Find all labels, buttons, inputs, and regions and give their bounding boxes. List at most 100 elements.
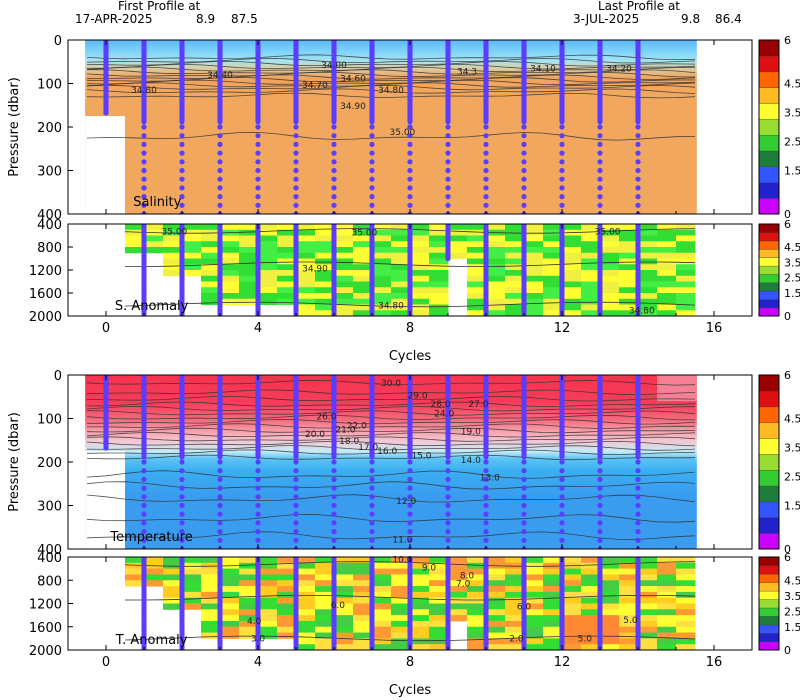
- anomaly-cell: [543, 597, 563, 604]
- anomaly-cell: [239, 258, 259, 265]
- anomaly-cell: [220, 597, 240, 604]
- anomaly-cell: [277, 557, 297, 564]
- profile-dot: [445, 529, 451, 535]
- panel-temperature: 30.0 29.028.0 27.0 26.0 24.0 22.021.0 20.0 18.0…: [7, 369, 800, 558]
- anomaly-cell: [676, 229, 696, 236]
- contour-label: 16.0: [377, 447, 397, 457]
- colorbar-segment: [758, 469, 780, 487]
- salinity-field: [85, 40, 752, 214]
- anomaly-cell: [239, 252, 259, 259]
- anomaly-cell: [201, 632, 221, 639]
- anomaly-cell: [467, 310, 487, 316]
- profile-dot: [483, 133, 489, 139]
- anomaly-cell: [676, 568, 696, 575]
- contour-label: 34.3: [457, 67, 477, 77]
- contour-line: [86, 454, 696, 461]
- contour-line: [86, 436, 696, 442]
- anomaly-cell: [467, 293, 487, 300]
- anomaly-cell: [296, 281, 316, 288]
- anomaly-cell: [315, 632, 335, 639]
- anomaly-cell: [220, 224, 240, 231]
- anomaly-cell: [372, 615, 392, 622]
- anomaly-cell: [296, 252, 316, 259]
- y-tick-label: 400: [37, 218, 62, 233]
- anomaly-cell: [524, 638, 544, 645]
- anomaly-cell: [657, 626, 677, 634]
- anomaly-cell: [277, 293, 297, 300]
- profile-dot: [331, 176, 337, 182]
- anomaly-cell: [676, 562, 696, 570]
- colorbar-segment: [758, 565, 780, 575]
- y-tick-label: 400: [37, 208, 62, 223]
- anomaly-cell: [144, 247, 164, 254]
- anomaly-cell: [353, 235, 373, 242]
- anomaly-cell: [258, 597, 278, 604]
- x-tick-label: 4: [254, 655, 262, 670]
- contour-label: 7.0: [456, 580, 471, 590]
- anomaly-cell: [258, 562, 278, 570]
- anomaly-cell: [239, 557, 259, 564]
- profile-dot: [369, 176, 375, 182]
- profile-dot: [635, 494, 641, 500]
- anomaly-cell: [163, 568, 183, 575]
- profile-dot: [445, 185, 451, 191]
- anomaly-cell: [144, 224, 164, 231]
- anomaly-cell: [505, 304, 525, 311]
- profile-dot: [559, 167, 565, 174]
- contour-line: [86, 494, 696, 503]
- profile-dot: [255, 476, 261, 482]
- anomaly-cell: [429, 568, 449, 575]
- contour-line: [86, 88, 696, 94]
- anomaly-cell: [125, 568, 145, 575]
- anomaly-cell: [429, 229, 449, 236]
- anomaly-cell: [277, 597, 297, 604]
- anomaly-cell: [524, 247, 544, 254]
- profile-dot: [597, 511, 603, 517]
- x-tick-label: 0: [102, 321, 110, 336]
- profile-dot: [179, 529, 185, 535]
- profile-dot: [635, 150, 641, 156]
- profile-dot: [635, 454, 641, 460]
- anomaly-cell: [619, 247, 639, 254]
- anomaly-cell: [638, 247, 658, 254]
- contour-line: [86, 449, 696, 456]
- profile-dot: [521, 485, 527, 491]
- anomaly-cell: [676, 264, 696, 271]
- contour-label: 35.00: [352, 229, 378, 239]
- anomaly-cell: [581, 235, 601, 242]
- colorbar-frame: [758, 374, 780, 550]
- anomaly-cell: [524, 586, 544, 593]
- profile-dot: [635, 511, 641, 517]
- anomaly-cell: [315, 591, 335, 599]
- profile-dot: [179, 176, 185, 182]
- anomaly-cell: [334, 224, 354, 231]
- anomaly-cell: [429, 310, 449, 316]
- anomaly-cell: [220, 281, 240, 288]
- anomaly-cell: [657, 310, 677, 316]
- anomaly-cell: [296, 557, 316, 564]
- contour-line: [86, 84, 696, 91]
- profile-dot: [597, 485, 603, 491]
- anomaly-cell: [372, 310, 392, 316]
- colorbar-segment: [758, 87, 780, 104]
- anomaly-cell: [315, 586, 335, 593]
- anomaly-cell: [638, 638, 658, 645]
- anomaly-cell: [334, 591, 354, 599]
- profile-dot: [217, 159, 223, 165]
- anomaly-cell: [315, 310, 335, 316]
- first-profile-label: First Profile at: [118, 0, 201, 13]
- anomaly-cell: [505, 580, 525, 587]
- anomaly-cell: [315, 270, 335, 277]
- anomaly-cell: [239, 597, 259, 604]
- profile-dot: [635, 167, 641, 174]
- anomaly-cell: [486, 270, 506, 277]
- anomaly-cell: [315, 615, 335, 622]
- y-tick-label: 1600: [29, 621, 62, 636]
- anomaly-cell: [486, 568, 506, 575]
- anomaly-cell: [391, 615, 411, 622]
- anomaly-cell: [258, 568, 278, 575]
- anomaly-cell: [391, 644, 411, 650]
- anomaly-cell: [410, 252, 430, 259]
- anomaly-cell: [220, 632, 240, 639]
- anomaly-cell: [581, 597, 601, 604]
